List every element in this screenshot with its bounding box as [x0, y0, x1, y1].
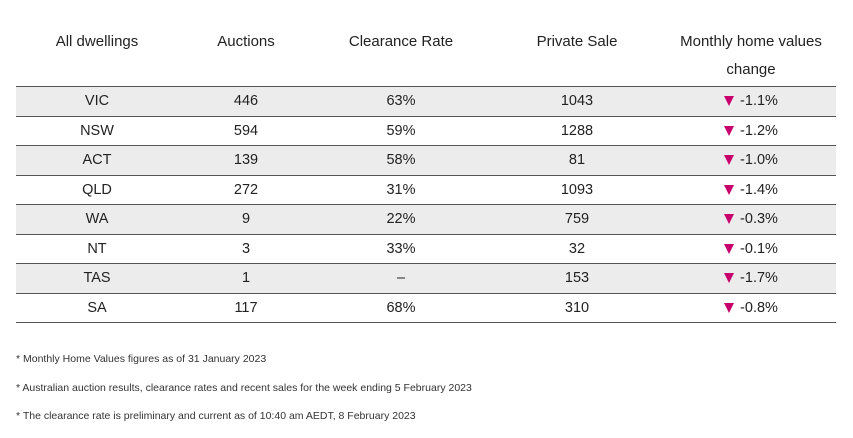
table-row: QLD 272 31% 1093 -1.4% [16, 175, 836, 205]
region-cell: VIC [16, 86, 178, 117]
auctions-cell: 117 [178, 293, 314, 323]
clearance-rate-cell: 63% [314, 86, 488, 117]
table-row: NSW 594 59% 1288 -1.2% [16, 116, 836, 146]
region-cell: TAS [16, 263, 178, 294]
monthly-change-value: -1.2% [740, 122, 778, 139]
table-row: VIC 446 63% 1043 -1.1% [16, 86, 836, 117]
monthly-change-cell: -1.2% [666, 116, 836, 146]
triangle-down-icon [724, 273, 735, 284]
dwellings-table-container: All dwellings Auctions Clearance Rate Pr… [16, 28, 836, 323]
clearance-rate-cell: 59% [314, 116, 488, 146]
monthly-change-cell: -0.8% [666, 293, 836, 323]
footnote-auction-results: * Australian auction results, clearance … [16, 381, 472, 394]
private-sale-cell: 153 [488, 263, 666, 294]
clearance-rate-cell: 68% [314, 293, 488, 323]
clearance-rate-cell: 22% [314, 204, 488, 235]
region-cell: QLD [16, 175, 178, 205]
header-auctions: Auctions [217, 33, 275, 50]
region-cell: NSW [16, 116, 178, 146]
header-all-dwellings: All dwellings [55, 33, 139, 50]
header-clearance-rate: Clearance Rate [348, 33, 454, 50]
triangle-down-icon [724, 302, 735, 313]
monthly-change-cell: -0.1% [666, 234, 836, 264]
monthly-change-cell: -1.4% [666, 175, 836, 205]
region-cell: ACT [16, 145, 178, 176]
clearance-rate-cell: 58% [314, 145, 488, 176]
clearance-rate-cell: 31% [314, 175, 488, 205]
table-row: NT 3 33% 32 -0.1% [16, 234, 836, 264]
header-monthly-change: Monthly home values change [680, 33, 822, 78]
dwellings-table: All dwellings Auctions Clearance Rate Pr… [16, 28, 836, 323]
table-row: SA 117 68% 310 -0.8% [16, 293, 836, 323]
triangle-down-icon [724, 184, 735, 195]
table-row: WA 9 22% 759 -0.3% [16, 204, 836, 235]
private-sale-cell: 759 [488, 204, 666, 235]
triangle-down-icon [724, 155, 735, 166]
auctions-cell: 272 [178, 175, 314, 205]
triangle-down-icon [724, 125, 735, 136]
private-sale-cell: 310 [488, 293, 666, 323]
private-sale-cell: 1288 [488, 116, 666, 146]
triangle-down-icon [724, 214, 735, 225]
monthly-change-value: -0.1% [740, 240, 778, 257]
region-cell: SA [16, 293, 178, 323]
region-cell: NT [16, 234, 178, 264]
auctions-cell: 139 [178, 145, 314, 176]
private-sale-cell: 1093 [488, 175, 666, 205]
triangle-down-icon [724, 243, 735, 254]
private-sale-cell: 32 [488, 234, 666, 264]
region-cell: WA [16, 204, 178, 235]
monthly-change-cell: -1.7% [666, 263, 836, 294]
private-sale-cell: 81 [488, 145, 666, 176]
auctions-cell: 1 [178, 263, 314, 294]
monthly-change-value: -1.1% [740, 93, 778, 110]
monthly-change-value: -0.8% [740, 299, 778, 316]
table-row: TAS 1 – 153 -1.7% [16, 263, 836, 294]
auctions-cell: 446 [178, 86, 314, 117]
auctions-cell: 594 [178, 116, 314, 146]
monthly-change-value: -1.7% [740, 270, 778, 287]
footnote-clearance-preliminary: * The clearance rate is preliminary and … [16, 410, 416, 422]
monthly-change-value: -0.3% [740, 211, 778, 228]
monthly-change-value: -1.0% [740, 152, 778, 169]
auctions-cell: 9 [178, 204, 314, 235]
monthly-change-cell: -1.1% [666, 86, 836, 117]
triangle-down-icon [724, 96, 735, 107]
clearance-rate-cell: 33% [314, 234, 488, 264]
table-row: ACT 139 58% 81 -1.0% [16, 145, 836, 176]
monthly-change-cell: -0.3% [666, 204, 836, 235]
header-private-sale: Private Sale [536, 33, 618, 50]
footnote-home-values-date: * Monthly Home Values figures as of 31 J… [16, 353, 267, 365]
table-header-row: All dwellings Auctions Clearance Rate Pr… [16, 28, 836, 87]
monthly-change-value: -1.4% [740, 181, 778, 198]
footnotes: * Monthly Home Values figures as of 31 J… [16, 352, 836, 438]
clearance-rate-cell: – [314, 263, 488, 294]
auctions-cell: 3 [178, 234, 314, 264]
private-sale-cell: 1043 [488, 86, 666, 117]
monthly-change-cell: -1.0% [666, 145, 836, 176]
